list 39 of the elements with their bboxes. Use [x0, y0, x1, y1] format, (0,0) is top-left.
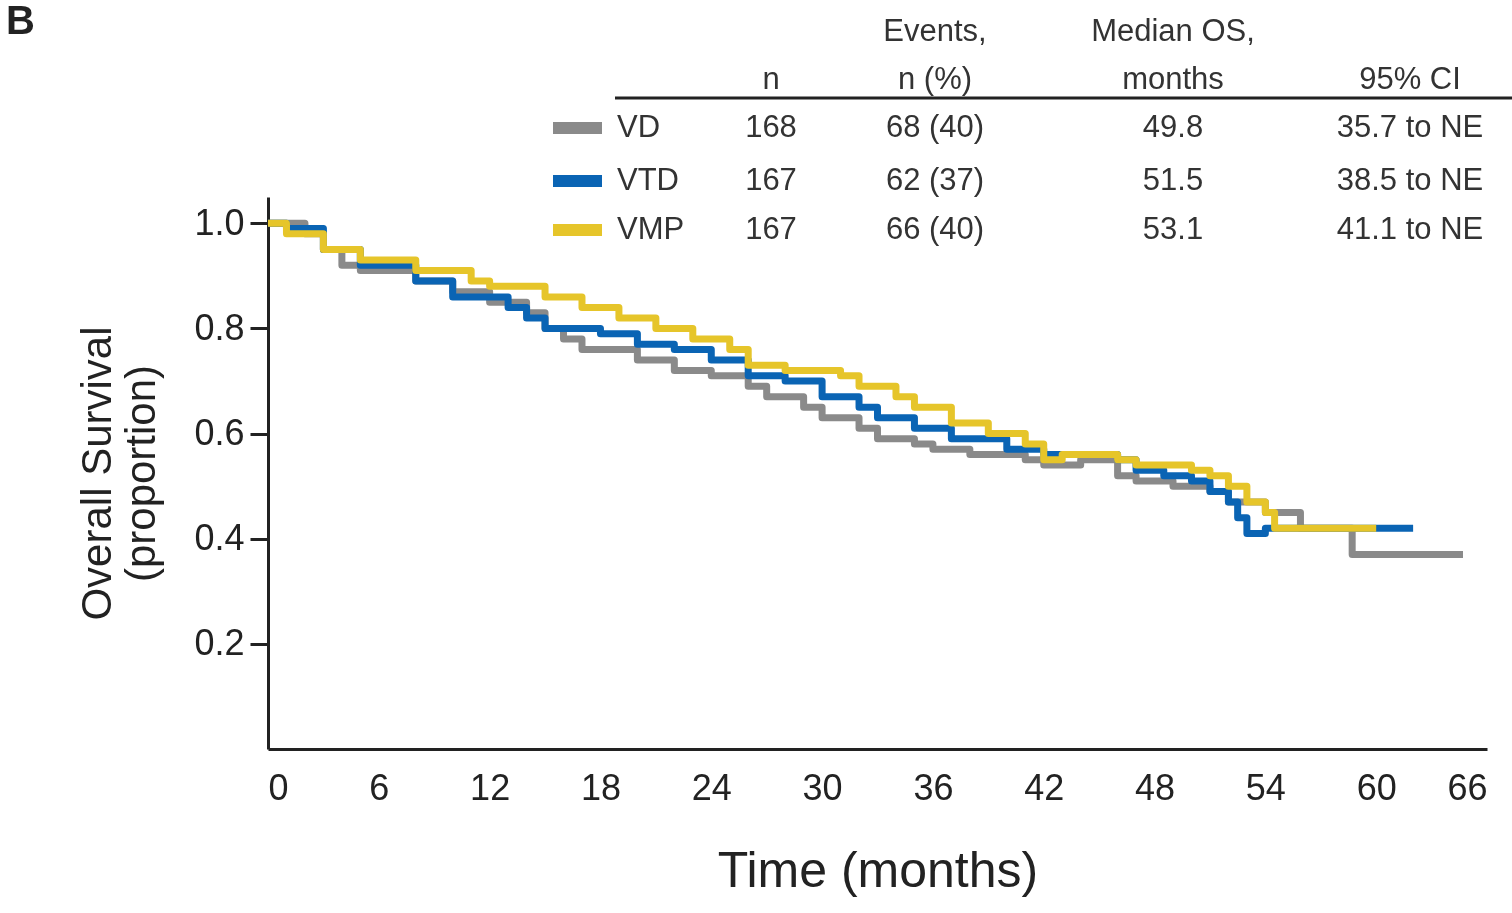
text: 167	[745, 162, 797, 197]
annotation: 167	[745, 211, 797, 246]
x-tick-label: 24	[691, 766, 732, 808]
text: 68 (40)	[885, 109, 985, 144]
x-tick-label: 6	[369, 766, 390, 808]
text: Events, n (%)	[883, 13, 987, 96]
text: n	[762, 61, 780, 96]
y-tick-label: 0.8	[194, 306, 245, 348]
y-tick-label: 0.4	[194, 517, 245, 559]
text: 51.5	[1142, 162, 1204, 197]
x-tick-label: 60	[1356, 766, 1397, 808]
y-axis-title: Overall Survival (proportion)	[73, 326, 165, 621]
y-tick-label: 0.2	[194, 622, 245, 664]
text: 62 (37)	[885, 162, 985, 197]
y-tick-label: 1.0	[194, 201, 245, 243]
x-tick-label: 0	[268, 766, 289, 808]
text: Median OS, months	[1091, 13, 1255, 96]
x-tick-label: 18	[580, 766, 621, 808]
x-tick-label: 12	[470, 766, 511, 808]
legend-label: VMP	[617, 211, 685, 246]
legend-label: VTD	[617, 162, 679, 197]
text: 35.7 to NE	[1336, 109, 1484, 144]
annotation: 41.1 to NE	[1336, 211, 1484, 246]
y-tick-label: 0.6	[194, 412, 245, 454]
legend-label: VD	[617, 109, 661, 144]
text: 49.8	[1142, 109, 1204, 144]
x-tick-label: 48	[1135, 766, 1176, 808]
annotation: 53.1	[1142, 211, 1204, 246]
text: 95% CI	[1359, 61, 1461, 96]
text: 168	[745, 109, 797, 144]
x-tick-label: 54	[1245, 766, 1286, 808]
x-tick-label: 66	[1447, 766, 1488, 808]
text: 38.5 to NE	[1336, 162, 1484, 197]
chart-title: B	[6, 0, 35, 42]
x-tick-label: 42	[1024, 766, 1065, 808]
x-tick-label: 36	[913, 766, 954, 808]
annotation: 66 (40)	[885, 211, 985, 246]
x-tick-label: 30	[802, 766, 843, 808]
x-axis-title: Time (months)	[717, 841, 1039, 898]
